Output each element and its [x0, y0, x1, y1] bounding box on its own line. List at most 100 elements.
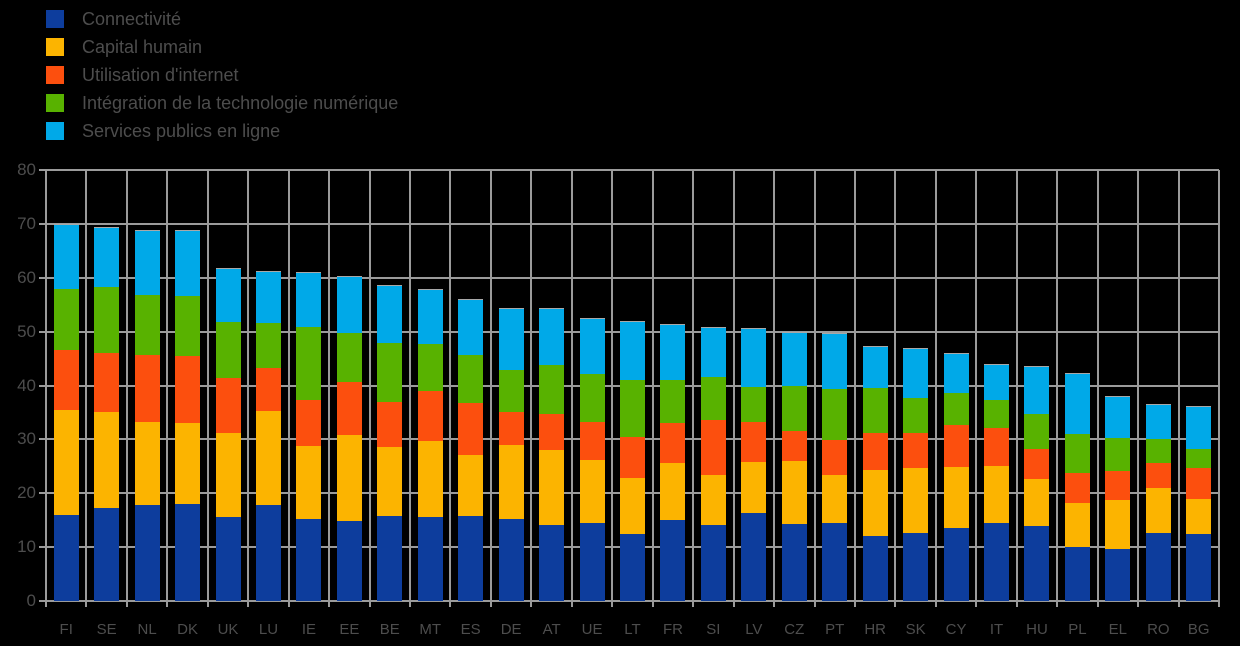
bar-FR-segment-3: [660, 422, 686, 463]
gridline-x-27: [1137, 170, 1140, 607]
bar-FR-segment-1: [660, 520, 686, 601]
bar-PL-segment-1: [1064, 547, 1090, 601]
bar-ES-segment-2: [458, 454, 484, 516]
bar-SE-segment-3: [94, 352, 120, 412]
bar-SK-segment-1: [903, 532, 929, 601]
bar-BG-segment-3: [1186, 467, 1212, 499]
bar-CY-segment-5: [943, 353, 969, 393]
bar-DE-segment-3: [498, 411, 524, 446]
bar-LU-segment-3: [255, 367, 281, 411]
gridline-x-0: [45, 170, 47, 607]
bar-MT-segment-4: [417, 344, 443, 391]
bar-FI-segment-2: [53, 410, 79, 515]
bar-DK-segment-5: [175, 230, 201, 297]
x-label-PL: PL: [1068, 621, 1087, 638]
bar-ES-segment-3: [458, 403, 484, 455]
y-label-10: 10: [17, 537, 36, 557]
bar-FR-segment-2: [660, 462, 686, 521]
x-label-HR: HR: [864, 621, 886, 638]
bar-BE-segment-5: [377, 284, 403, 344]
bar-LV-segment-2: [741, 462, 767, 514]
bar-AT-segment-5: [539, 308, 565, 366]
bar-DE-segment-4: [498, 369, 524, 412]
x-label-LV: LV: [745, 621, 763, 638]
bar-LU-segment-5: [255, 271, 281, 323]
bar-IE-segment-5: [296, 271, 322, 327]
x-label-CY: CY: [945, 621, 967, 638]
x-label-AT: AT: [542, 621, 561, 638]
x-label-BE: BE: [379, 621, 400, 638]
bar-BE-segment-4: [377, 343, 403, 402]
legend-swatch-icon: [46, 38, 64, 56]
bar-HU-segment-4: [1024, 414, 1050, 449]
bar-RO-segment-1: [1145, 532, 1171, 601]
x-label-ES: ES: [460, 621, 481, 638]
bar-CZ-segment-1: [781, 523, 807, 601]
bar-UE-segment-4: [579, 373, 605, 422]
bar-DE-segment-2: [498, 445, 524, 519]
bar-EL-segment-3: [1105, 471, 1131, 501]
y-tick-0: [39, 600, 46, 602]
legend-label: Intégration de la technologie numérique: [82, 92, 399, 113]
x-label-MT: MT: [419, 621, 442, 638]
gridline-x-6: [287, 170, 290, 607]
x-label-SE: SE: [96, 621, 117, 638]
legend-label: Services publics en ligne: [82, 120, 281, 141]
bar-LV-segment-4: [741, 386, 767, 422]
bar-CY-segment-3: [943, 424, 969, 467]
bar-IT-segment-3: [984, 427, 1010, 467]
bar-CY-segment-2: [943, 466, 969, 529]
y-label-70: 70: [17, 213, 36, 233]
bar-SI-segment-1: [700, 525, 726, 601]
bar-PL-segment-3: [1064, 472, 1090, 503]
legend-swatch-icon: [46, 94, 64, 112]
bar-LU-segment-2: [255, 410, 281, 505]
bar-FI-segment-5: [53, 224, 79, 289]
gridline-x-20: [853, 170, 856, 607]
bar-EE-segment-5: [336, 276, 362, 334]
legend-item-4: Intégration de la technologie numérique: [46, 89, 398, 117]
legend-label: Utilisation d'internet: [82, 64, 239, 85]
x-label-IE: IE: [301, 621, 316, 638]
bar-EL-segment-2: [1105, 500, 1131, 550]
bar-IE-segment-2: [296, 445, 322, 519]
bar-SK-segment-4: [903, 398, 929, 433]
bar-LU-segment-4: [255, 323, 281, 368]
bar-UE-segment-1: [579, 523, 605, 601]
bar-HR-segment-5: [862, 345, 888, 389]
y-tick-40: [39, 384, 46, 387]
bar-UE-segment-5: [579, 318, 605, 374]
gridline-x-4: [206, 170, 209, 607]
bar-PL-segment-5: [1064, 373, 1090, 434]
bar-LT-segment-1: [620, 534, 645, 601]
bar-SI-segment-4: [700, 376, 726, 420]
bar-IE-segment-3: [296, 400, 322, 446]
gridline-x-7: [328, 170, 331, 607]
bar-CY-segment-1: [943, 528, 969, 601]
bar-PT-segment-5: [822, 332, 848, 390]
y-label-50: 50: [17, 321, 36, 341]
bar-BE-segment-2: [377, 447, 403, 516]
bar-NL-segment-4: [134, 294, 160, 356]
y-tick-20: [39, 492, 46, 495]
bar-LT-segment-3: [620, 436, 645, 478]
bar-EE-segment-2: [336, 434, 362, 521]
gridline-x-18: [773, 170, 776, 607]
gridline-x-14: [611, 170, 614, 607]
gridline-x-1: [85, 170, 88, 607]
bar-MT-segment-3: [417, 390, 443, 441]
bar-FI-segment-3: [53, 349, 79, 411]
gridline-x-9: [409, 170, 412, 607]
bar-UK-segment-5: [215, 267, 241, 322]
x-label-EE: EE: [339, 621, 360, 638]
legend-item-5: Services publics en ligne: [46, 117, 398, 145]
y-label-0: 0: [26, 591, 36, 610]
bar-DK-segment-2: [175, 422, 201, 505]
bar-EL-segment-5: [1105, 396, 1131, 438]
gridline-x-22: [934, 170, 937, 607]
bar-DK-segment-4: [175, 296, 201, 356]
legend-label: Connectivité: [82, 8, 182, 29]
gridline-x-11: [489, 170, 492, 607]
x-label-LT: LT: [624, 621, 641, 638]
bar-CZ-segment-3: [781, 431, 807, 461]
